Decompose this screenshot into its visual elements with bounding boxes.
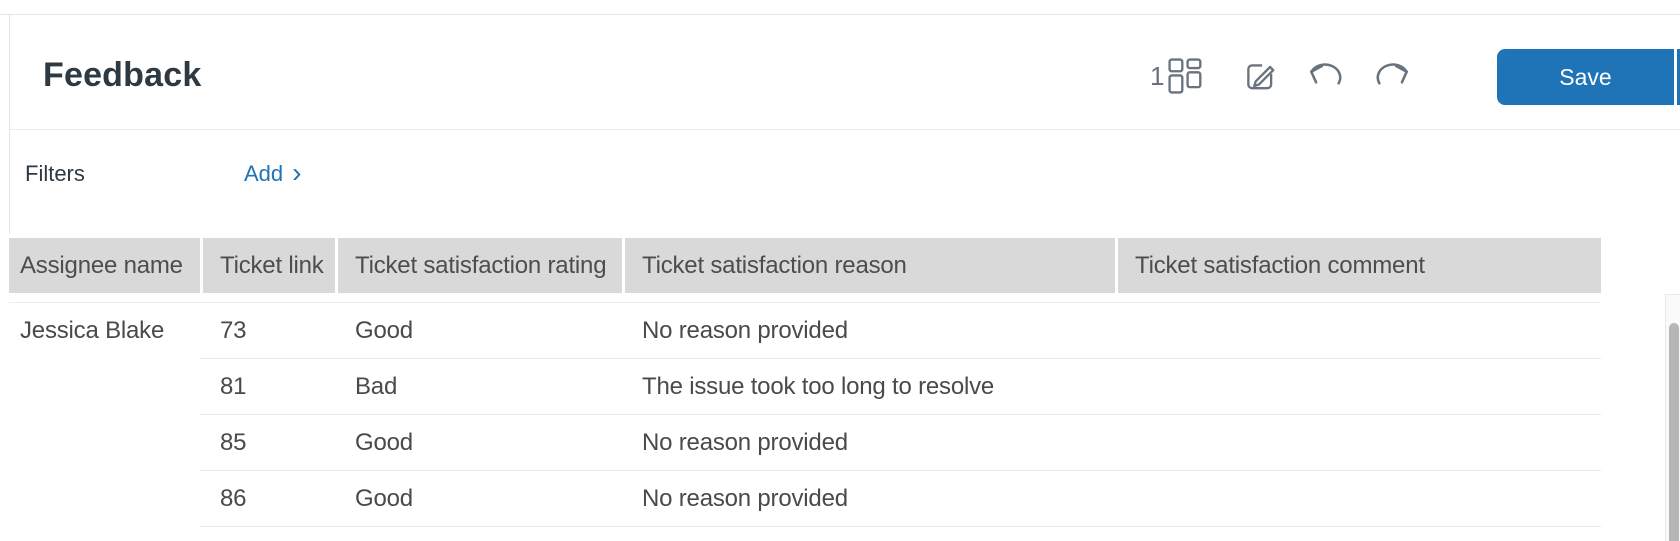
layout-grid-icon <box>1168 58 1204 94</box>
cell-rating: Good <box>335 415 622 471</box>
cell-reason: No reason provided <box>622 415 1115 471</box>
redo-button[interactable] <box>1372 56 1414 96</box>
cell-ticket-link: 85 <box>200 415 335 471</box>
chevron-right-icon: › <box>292 157 302 188</box>
column-header-ticket-link[interactable]: Ticket link <box>200 238 335 293</box>
undo-icon <box>1304 60 1346 92</box>
cell-ticket-link: 73 <box>200 303 335 359</box>
save-button-divider <box>1674 49 1677 105</box>
query-layout-button[interactable]: 1 <box>1150 56 1204 96</box>
panel-left-border <box>9 14 10 234</box>
save-split-button: Save <box>1497 49 1680 105</box>
edit-icon <box>1242 58 1278 94</box>
undo-button[interactable] <box>1304 56 1346 96</box>
cell-ticket-link: 81 <box>200 359 335 415</box>
filters-label: Filters <box>25 161 85 186</box>
results-table: Assignee name Ticket link Ticket satisfa… <box>9 238 1601 527</box>
column-header-satisfaction-reason[interactable]: Ticket satisfaction reason <box>622 238 1115 293</box>
save-dropdown-button[interactable] <box>1677 49 1680 105</box>
cell-rating: Good <box>335 471 622 527</box>
page-title: Feedback <box>43 56 202 94</box>
cell-ticket-link: 86 <box>200 471 335 527</box>
column-header-satisfaction-comment[interactable]: Ticket satisfaction comment <box>1115 238 1601 293</box>
redo-icon <box>1372 60 1414 92</box>
table-header-row: Assignee name Ticket link Ticket satisfa… <box>9 238 1601 293</box>
query-count: 1 <box>1150 61 1165 91</box>
vertical-scrollbar[interactable] <box>1665 294 1680 541</box>
cell-reason: No reason provided <box>622 471 1115 527</box>
column-header-satisfaction-rating[interactable]: Ticket satisfaction rating <box>335 238 622 293</box>
table-body: Jessica Blake 73 Good No reason provided… <box>9 302 1601 527</box>
cell-assignee-name: Jessica Blake <box>20 317 165 344</box>
cell-comment <box>1115 303 1601 359</box>
column-header-assignee-name[interactable]: Assignee name <box>9 238 200 293</box>
save-button[interactable]: Save <box>1497 49 1674 105</box>
cell-comment <box>1115 471 1601 527</box>
scrollbar-thumb[interactable] <box>1669 323 1679 541</box>
report-header <box>10 15 1680 130</box>
edit-button[interactable] <box>1242 56 1278 96</box>
add-filter-link[interactable]: Add › <box>244 157 302 188</box>
cell-reason: The issue took too long to resolve <box>622 359 1115 415</box>
cell-comment <box>1115 359 1601 415</box>
panel-top-border <box>0 14 1680 15</box>
add-filter-label: Add <box>244 161 284 186</box>
cell-comment <box>1115 415 1601 471</box>
cell-rating: Good <box>335 303 622 359</box>
cell-reason: No reason provided <box>622 303 1115 359</box>
cell-rating: Bad <box>335 359 622 415</box>
